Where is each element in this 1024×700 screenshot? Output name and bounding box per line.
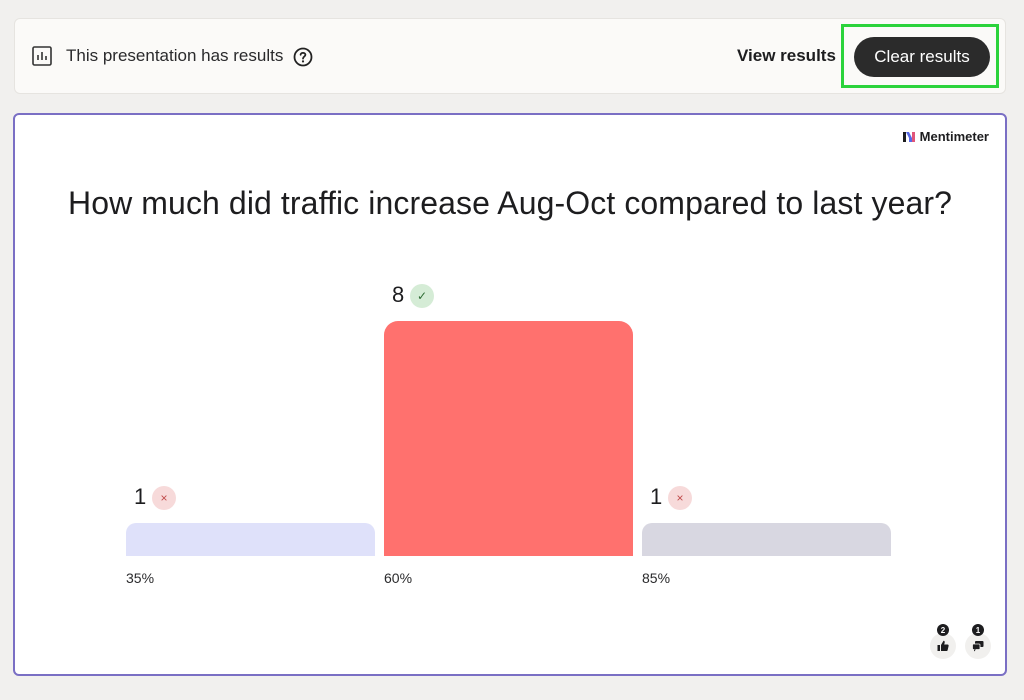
correct-answer-icon: ✓ (410, 284, 434, 308)
bar-chart-icon (32, 46, 52, 66)
bar-count-label: 8 (392, 282, 405, 307)
view-results-link[interactable]: View results (737, 46, 836, 65)
reaction-thumbs-up[interactable] (930, 633, 956, 659)
result-bar (642, 523, 891, 556)
mentimeter-brand: Mentimeter (902, 129, 989, 144)
result-bar (126, 523, 375, 556)
thumbs-up-icon (937, 640, 949, 651)
slide-question: How much did traffic increase Aug-Oct co… (67, 185, 953, 221)
incorrect-answer-icon: × (668, 486, 692, 510)
bar-count-label: 1 (134, 484, 147, 509)
bar-category-label: 35% (126, 570, 155, 586)
reaction-comment[interactable] (965, 633, 991, 659)
bar-category-label: 60% (384, 570, 413, 586)
slide-preview: Mentimeter How much did traffic increase… (13, 113, 1007, 676)
bar-count-label: 1 (650, 484, 663, 509)
results-status-text: This presentation has results (66, 46, 284, 65)
bar-category-label: 85% (642, 570, 671, 586)
result-bar (384, 321, 633, 556)
help-icon[interactable] (293, 47, 313, 67)
results-banner: This presentation has results View resul… (14, 18, 1006, 94)
reaction-thumbs-up-count: 2 (937, 624, 949, 636)
mentimeter-logo-icon (902, 131, 915, 142)
reaction-comment-count: 1 (972, 624, 984, 636)
incorrect-answer-icon: × (152, 486, 176, 510)
brand-name: Mentimeter (919, 129, 989, 144)
clear-results-highlight (841, 24, 999, 88)
clear-results-button[interactable]: Clear results (854, 37, 990, 77)
comment-icon (972, 641, 984, 652)
